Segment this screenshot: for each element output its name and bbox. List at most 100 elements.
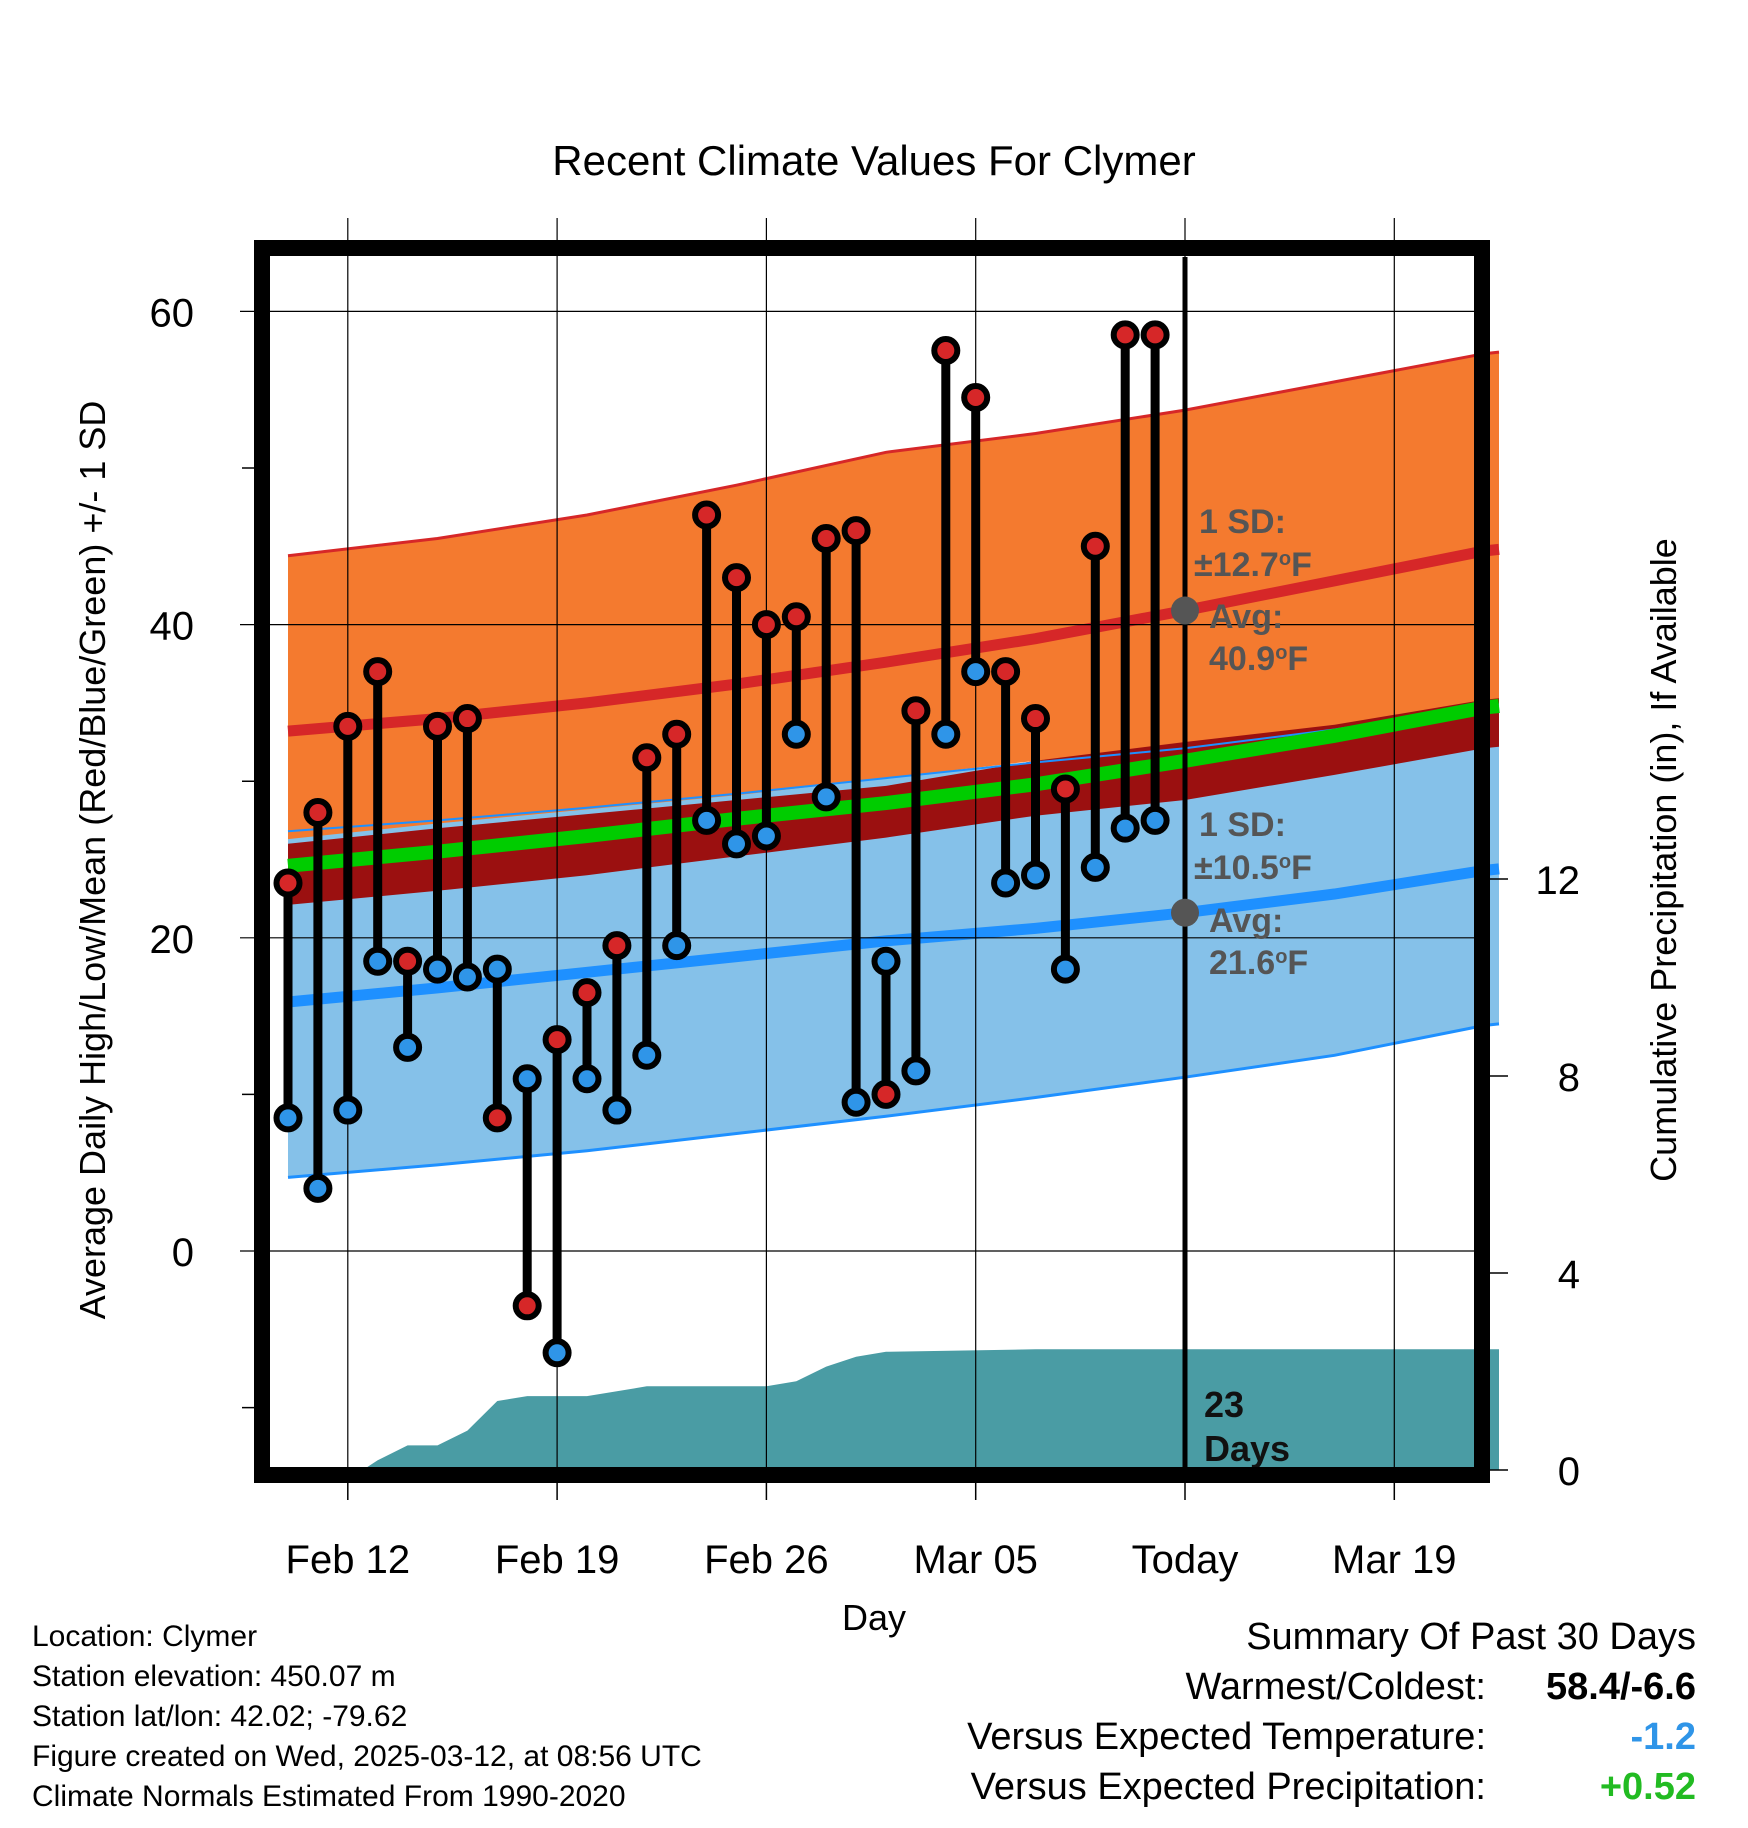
high-marker xyxy=(393,946,423,976)
low-marker xyxy=(871,946,901,976)
y2-tick-label: 8 xyxy=(1558,1056,1580,1100)
low-marker xyxy=(273,1103,303,1133)
summary-temp-value: -1.2 xyxy=(1630,1716,1696,1758)
high-marker xyxy=(841,516,871,546)
high-sd-band xyxy=(288,352,1499,840)
low-marker xyxy=(1021,860,1050,890)
low-marker xyxy=(841,1087,871,1117)
low-marker xyxy=(632,1040,662,1070)
info-created: Figure created on Wed, 2025-03-12, at 08… xyxy=(32,1740,702,1773)
low-marker xyxy=(452,962,482,992)
high-marker xyxy=(512,1291,542,1321)
low-marker xyxy=(722,829,751,859)
summary-temp-row: Versus Expected Temperature: -1.2 xyxy=(967,1712,1696,1762)
summary-panel: Summary Of Past 30 Days Warmest/Coldest:… xyxy=(967,1612,1696,1812)
high-marker xyxy=(572,978,602,1008)
summary-warmest-row: Warmest/Coldest: 58.4/-6.6 xyxy=(967,1662,1696,1712)
low-avg-line xyxy=(287,863,1500,1008)
days-word: Days xyxy=(1204,1428,1290,1469)
high-sd-value: ±12.7oF xyxy=(1194,546,1312,584)
high-marker xyxy=(722,563,751,593)
high-marker xyxy=(1021,704,1050,734)
days-count: 23 xyxy=(1204,1384,1244,1425)
high-marker xyxy=(273,868,303,898)
low-sd-value: ±10.5oF xyxy=(1194,849,1312,887)
x-tick-label: Mar 05 xyxy=(913,1538,1038,1582)
high-marker xyxy=(961,383,991,413)
y-tick-label: 20 xyxy=(150,918,195,962)
low-marker xyxy=(1080,852,1110,882)
low-marker xyxy=(931,719,961,749)
high-marker xyxy=(303,798,333,828)
y-tick-label: 0 xyxy=(172,1231,194,1275)
low-marker xyxy=(572,1064,602,1094)
x-tick-label: Mar 19 xyxy=(1332,1538,1457,1582)
high-marker xyxy=(333,711,363,741)
low-avg-label: Avg: xyxy=(1209,902,1283,940)
low-marker xyxy=(662,931,692,961)
high-marker xyxy=(602,931,632,961)
high-marker xyxy=(1110,320,1140,350)
x-tick-label: Feb 19 xyxy=(495,1538,620,1582)
summary-warmest-label: Warmest/Coldest: xyxy=(1185,1666,1486,1708)
high-marker xyxy=(811,523,841,553)
high-marker xyxy=(991,657,1021,687)
low-marker xyxy=(1050,954,1080,984)
x-axis-label: Day xyxy=(842,1597,906,1638)
low-marker xyxy=(602,1095,632,1125)
summary-heading: Summary Of Past 30 Days xyxy=(1246,1616,1696,1658)
low-marker xyxy=(991,868,1021,898)
high-marker xyxy=(1140,320,1170,350)
summary-precip-label: Versus Expected Precipitation: xyxy=(970,1766,1486,1808)
chart-title: Recent Climate Values For Clymer xyxy=(552,137,1195,184)
low-marker xyxy=(333,1095,363,1125)
y2-tick-label: 12 xyxy=(1536,859,1581,903)
precipitation-area xyxy=(362,1349,1499,1470)
high-marker xyxy=(751,610,781,640)
low-sd-label: 1 SD: xyxy=(1199,806,1286,844)
high-marker xyxy=(363,657,393,687)
high-sd-label: 1 SD: xyxy=(1199,503,1286,541)
high-marker xyxy=(901,696,931,726)
high-avg-line xyxy=(287,543,1500,737)
high-average-dot xyxy=(1171,596,1199,625)
x-tick-label: Feb 26 xyxy=(704,1538,829,1582)
low-marker xyxy=(751,821,781,851)
summary-temp-label: Versus Expected Temperature: xyxy=(967,1716,1486,1758)
y-tick-label: 40 xyxy=(150,605,195,649)
low-marker xyxy=(423,954,452,984)
y2-tick-label: 0 xyxy=(1558,1450,1580,1494)
x-tick-label: Feb 12 xyxy=(286,1538,411,1582)
high-marker xyxy=(542,1025,572,1055)
high-marker xyxy=(931,336,961,366)
low-marker xyxy=(1140,805,1170,835)
low-lower-line xyxy=(287,1022,1500,1179)
high-marker xyxy=(662,719,692,749)
low-marker xyxy=(482,954,512,984)
low-marker xyxy=(781,719,811,749)
low-marker xyxy=(692,805,722,835)
high-avg-label: Avg: xyxy=(1209,598,1283,636)
high-marker xyxy=(781,602,811,632)
low-marker xyxy=(363,946,393,976)
high-avg-value: 40.9oF xyxy=(1209,640,1308,678)
low-marker xyxy=(901,1056,931,1086)
low-marker xyxy=(393,1032,423,1062)
low-average-dot xyxy=(1171,898,1199,927)
high-marker xyxy=(692,500,722,530)
high-marker xyxy=(1080,531,1110,561)
x-tick-label: Today xyxy=(1132,1538,1239,1582)
mean-avg-line xyxy=(287,699,1500,873)
low-marker xyxy=(961,657,991,687)
station-info: Location: Clymer Station elevation: 450.… xyxy=(32,1617,702,1817)
y-tick-label: 60 xyxy=(150,291,195,335)
low-marker xyxy=(303,1173,333,1203)
info-elevation: Station elevation: 450.07 m xyxy=(32,1660,396,1693)
summary-warmest-value: 58.4/-6.6 xyxy=(1546,1666,1696,1708)
info-location: Location: Clymer xyxy=(32,1620,258,1653)
y2-tick-label: 4 xyxy=(1558,1253,1580,1297)
y-axis-label: Average Daily High/Low/Mean (Red/Blue/Gr… xyxy=(72,401,113,1320)
low-marker xyxy=(512,1064,542,1094)
high-marker xyxy=(871,1079,901,1109)
